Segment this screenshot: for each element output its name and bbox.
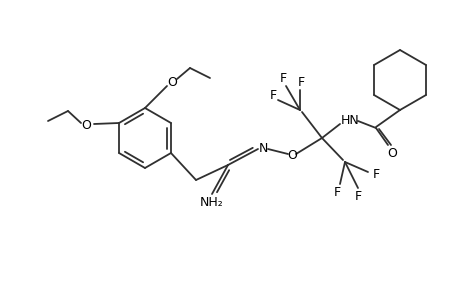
- Text: NH₂: NH₂: [200, 196, 224, 209]
- Text: F: F: [297, 76, 304, 88]
- Text: O: O: [81, 118, 91, 131]
- Text: F: F: [333, 185, 340, 199]
- Text: F: F: [279, 71, 286, 85]
- Text: O: O: [167, 76, 177, 88]
- Text: N: N: [258, 142, 267, 154]
- Text: F: F: [372, 167, 379, 181]
- Text: O: O: [386, 146, 396, 160]
- Text: F: F: [269, 88, 276, 101]
- Text: F: F: [354, 190, 361, 202]
- Text: HN: HN: [340, 113, 358, 127]
- Text: O: O: [286, 148, 297, 161]
